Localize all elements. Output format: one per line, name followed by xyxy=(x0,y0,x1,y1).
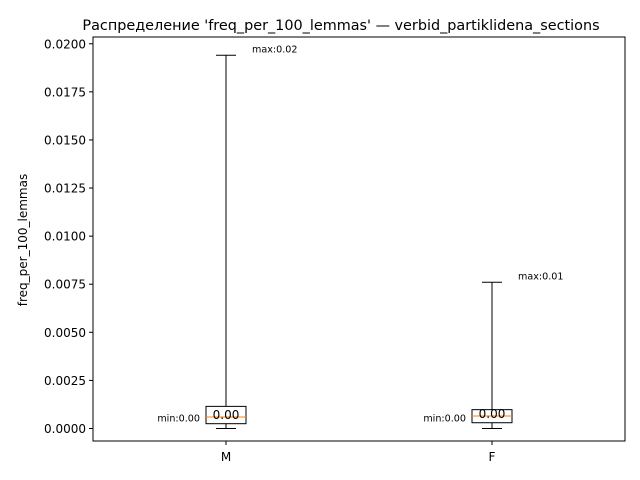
axes-frame xyxy=(92,36,626,442)
max-annotation: max:0.01 xyxy=(518,271,564,282)
y-tick-label: 0.0025 xyxy=(44,374,86,388)
y-tick-label: 0.0200 xyxy=(44,37,86,51)
y-tick-label: 0.0100 xyxy=(44,230,86,244)
min-annotation: min:0.00 xyxy=(157,414,200,425)
y-axis-label: freq_per_100_lemmas xyxy=(16,174,30,306)
y-tick-label: 0.0075 xyxy=(44,278,86,292)
y-tick-label: 0.0125 xyxy=(44,182,86,196)
y-tick-label: 0.0175 xyxy=(44,85,86,99)
plot-area: 0.0000 0.0025 0.0050 0.0075 0.0100 0.0125 0.01… xyxy=(44,37,564,464)
median-annotation: 0.00 xyxy=(479,407,506,421)
x-tick-label: M xyxy=(221,450,231,464)
box-f: max:0.01 min:0.00 0.00 xyxy=(423,271,564,429)
min-annotation: min:0.00 xyxy=(423,414,466,425)
box-m: max:0.02 min:0.00 0.00 xyxy=(157,44,298,429)
y-tick-label: 0.0150 xyxy=(44,133,86,147)
x-tick-label: F xyxy=(489,450,496,464)
chart-title: Распределение 'freq_per_100_lemmas' — ve… xyxy=(82,18,599,34)
median-annotation: 0.00 xyxy=(213,408,240,422)
max-annotation: max:0.02 xyxy=(252,44,298,55)
y-tick-label: 0.0050 xyxy=(44,326,86,340)
iqr-box xyxy=(205,405,247,425)
y-tick-label: 0.0000 xyxy=(44,422,86,436)
